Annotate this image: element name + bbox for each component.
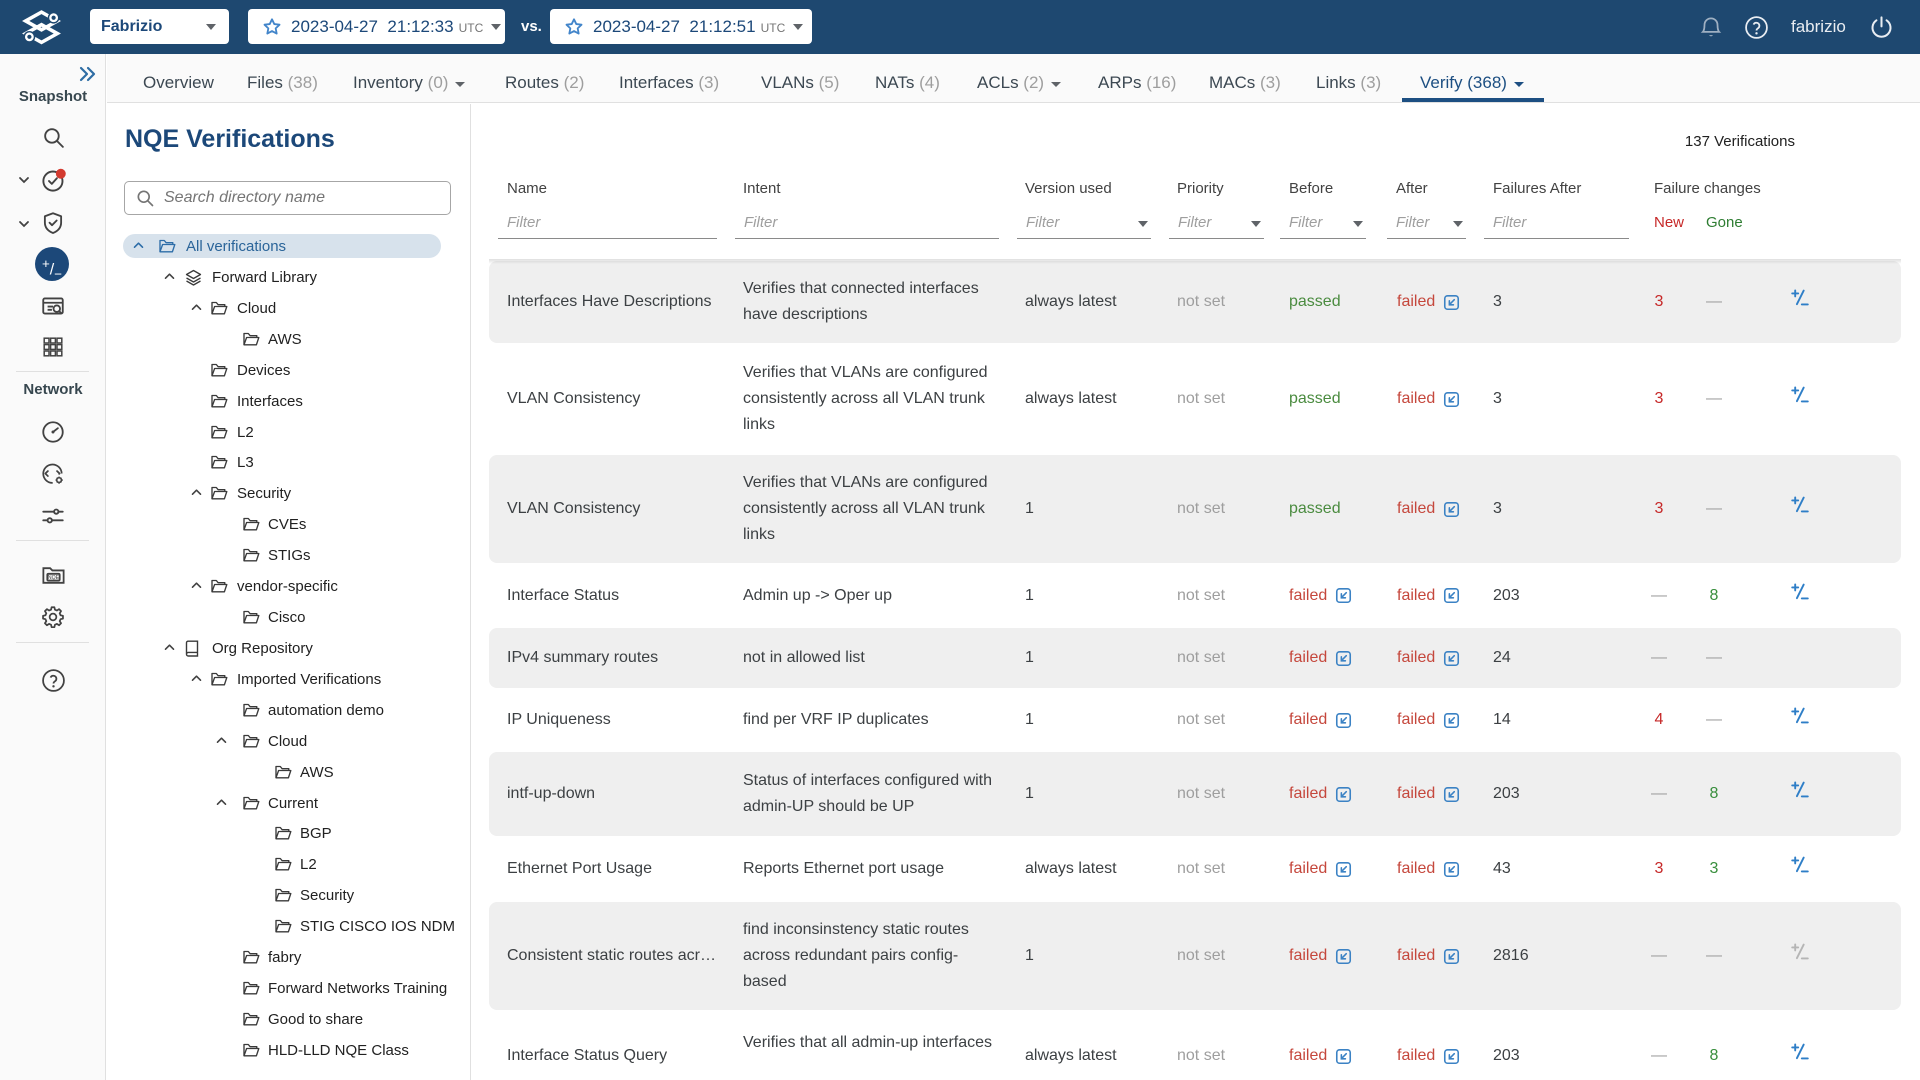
svg-text:NQE: NQE — [47, 575, 59, 581]
